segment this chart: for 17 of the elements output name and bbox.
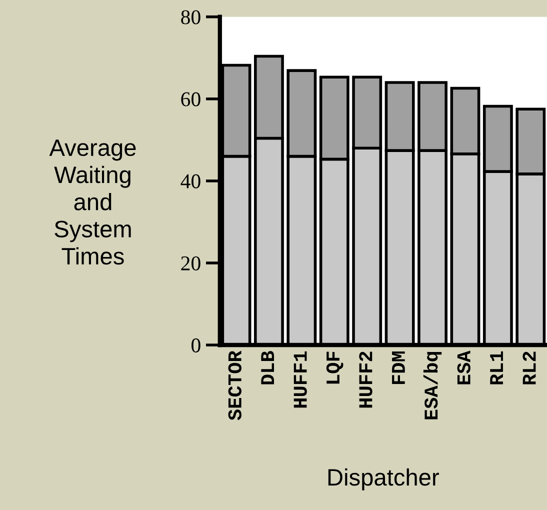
x-tick-label: RL1 [490,351,503,384]
y-tick-label: 20 [181,256,200,270]
y-tick-label: 40 [180,174,200,188]
x-tick-label: RL2 [522,352,536,384]
y-tick-label: 60 [181,92,200,106]
x-tick-label: ESA [457,350,470,384]
x-tick-label: DLB [261,350,274,384]
x-tick-label: SECTOR [228,350,242,420]
y-tick-label: 80 [181,10,200,24]
x-axis-title: Dispatcher [328,468,439,490]
x-tick-label: HUFF2 [359,352,372,408]
x-tick-label: LQF [326,352,344,384]
y-tick-label: 0 [192,338,200,352]
x-tick-label: HUFF1 [294,351,307,408]
y-axis-title: Average Waiting and System Times [49,140,136,265]
x-tick-label: ESA/bq [423,352,442,420]
x-tick-label: FDM [392,352,405,384]
